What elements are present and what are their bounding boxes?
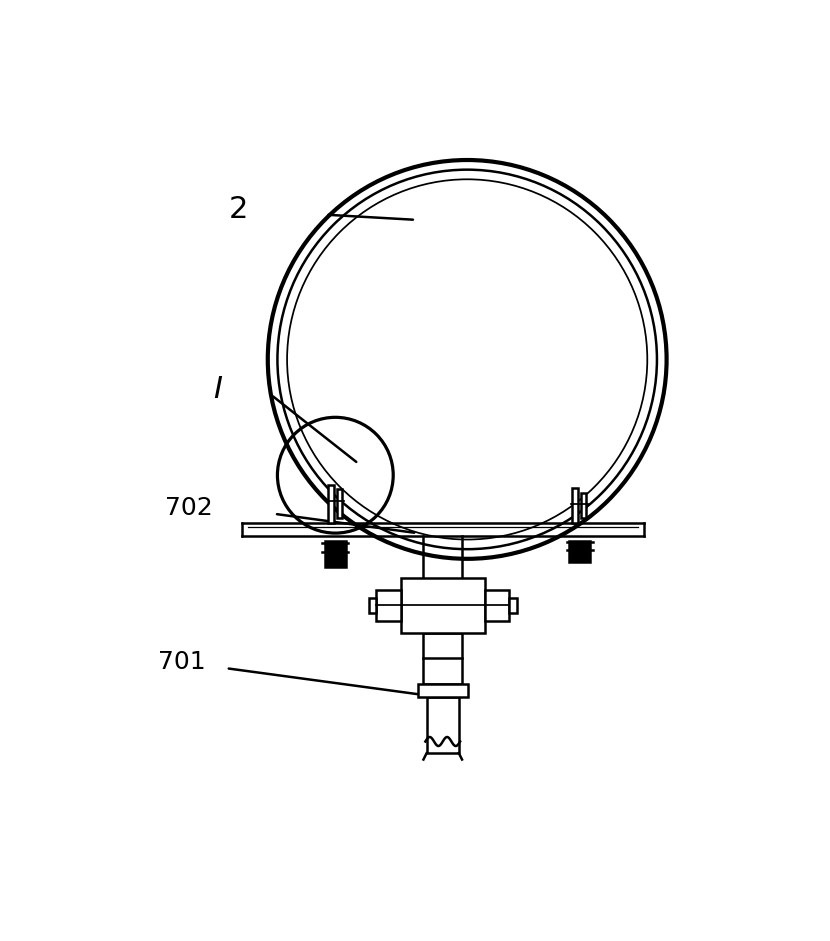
Bar <box>337 489 342 518</box>
Bar <box>325 541 345 567</box>
Bar <box>581 492 586 518</box>
Bar <box>377 590 401 621</box>
Bar <box>572 488 579 523</box>
Text: 702: 702 <box>165 496 212 520</box>
Text: I: I <box>213 375 222 404</box>
Bar <box>485 590 509 621</box>
Bar <box>401 578 485 632</box>
Text: 701: 701 <box>159 650 206 675</box>
Bar <box>509 598 517 614</box>
Bar <box>569 541 590 562</box>
Bar <box>423 632 462 684</box>
Text: 2: 2 <box>229 195 248 224</box>
Bar <box>427 697 459 753</box>
Bar <box>417 684 468 697</box>
Bar <box>369 598 377 614</box>
Bar <box>328 485 334 523</box>
